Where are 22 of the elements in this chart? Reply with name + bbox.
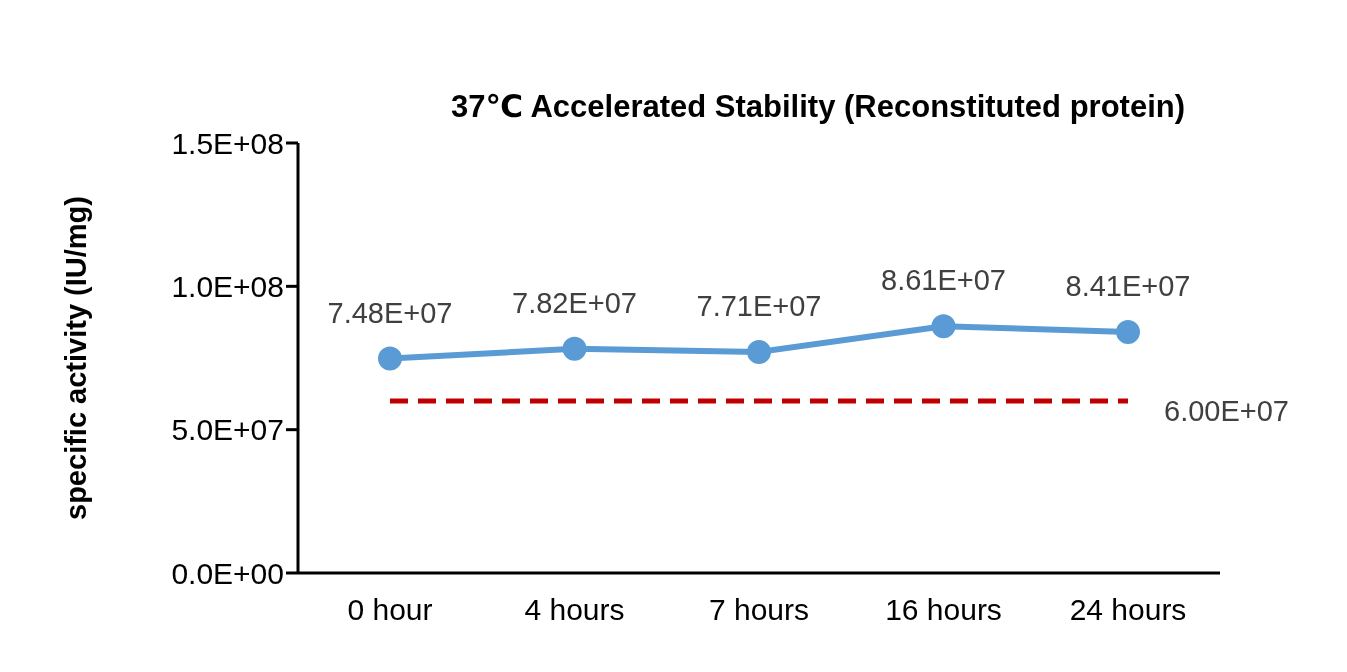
y-axis-title: specific activity (IU/mg) — [60, 196, 92, 520]
x-tick-label: 7 hours — [708, 593, 810, 627]
point — [931, 314, 956, 339]
ref-line-label: 6.00E+07 — [1164, 395, 1289, 427]
y-tick-label: 1.0E+08 — [171, 269, 284, 303]
y-tick-label: 5.0E+07 — [171, 413, 284, 447]
point — [562, 336, 587, 361]
x-tick-label: 16 hours — [885, 593, 1002, 627]
data-label: 8.61E+07 — [881, 264, 1006, 297]
point — [747, 339, 771, 364]
point — [1116, 319, 1140, 344]
y-tick-label: 0.0E+00 — [171, 556, 284, 590]
x-tick-label: 24 hours — [1069, 593, 1187, 627]
data-label: 7.71E+07 — [696, 289, 822, 322]
data-label: 7.48E+07 — [327, 296, 453, 329]
data-label: 8.41E+07 — [1065, 269, 1191, 302]
y-tick-label: 1.5E+08 — [171, 126, 284, 160]
data-label: 7.82E+07 — [512, 286, 637, 319]
x-tick-label: 4 hours — [524, 593, 625, 627]
x-tick-label: 0 hour — [347, 593, 433, 627]
point — [378, 346, 402, 371]
chart-title: 37℃ Accelerated Stability (Reconstituted protein) — [449, 88, 1186, 125]
